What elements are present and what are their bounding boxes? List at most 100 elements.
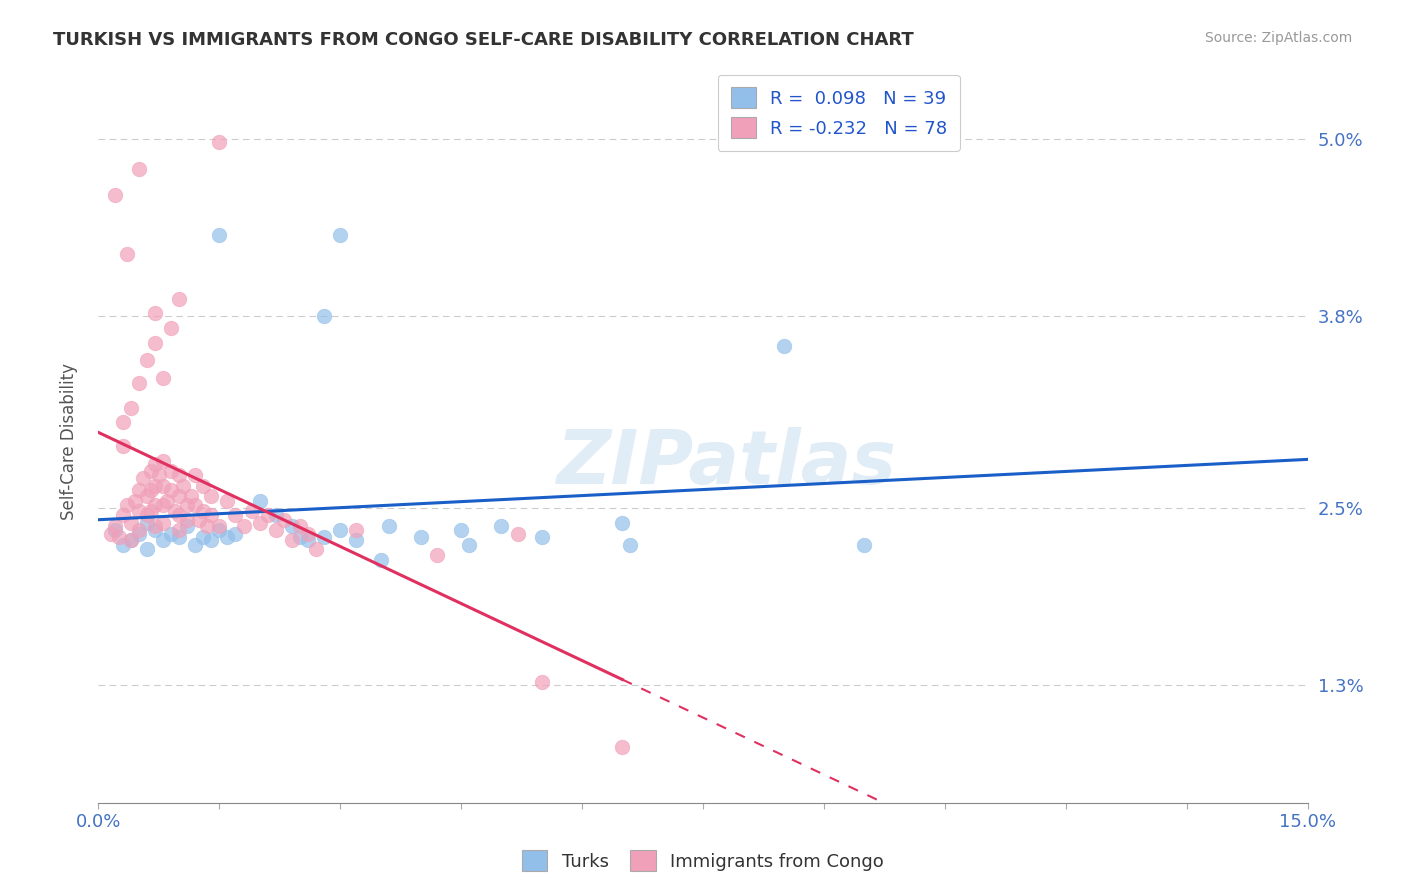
Point bbox=[152, 371, 174, 385]
Point bbox=[128, 527, 150, 541]
Point bbox=[329, 523, 352, 537]
Point bbox=[208, 228, 231, 243]
Point bbox=[160, 527, 183, 541]
Point bbox=[124, 493, 146, 508]
Point bbox=[135, 489, 157, 503]
Point bbox=[103, 518, 125, 533]
Point bbox=[152, 453, 174, 467]
Point bbox=[208, 135, 231, 149]
Point bbox=[232, 518, 254, 533]
Point bbox=[115, 498, 138, 512]
Point bbox=[111, 508, 134, 523]
Point bbox=[264, 508, 287, 523]
Point bbox=[103, 523, 125, 537]
Point bbox=[193, 504, 215, 518]
Point bbox=[217, 530, 239, 544]
Point bbox=[143, 518, 166, 533]
Point bbox=[139, 464, 162, 478]
Point bbox=[314, 530, 336, 544]
Point bbox=[111, 538, 134, 552]
Point bbox=[128, 483, 150, 498]
Point bbox=[143, 479, 166, 493]
Point bbox=[200, 533, 222, 548]
Point bbox=[156, 493, 179, 508]
Point bbox=[139, 504, 162, 518]
Point bbox=[128, 523, 150, 537]
Legend: Turks, Immigrants from Congo: Turks, Immigrants from Congo bbox=[515, 843, 891, 879]
Point bbox=[772, 339, 794, 353]
Point bbox=[193, 530, 215, 544]
Point bbox=[288, 530, 311, 544]
Point bbox=[160, 464, 183, 478]
Point bbox=[224, 527, 246, 541]
Point bbox=[135, 353, 157, 368]
Point bbox=[167, 508, 190, 523]
Point bbox=[184, 468, 207, 483]
Point bbox=[305, 542, 328, 557]
Point bbox=[612, 516, 634, 530]
Point bbox=[329, 228, 352, 243]
Point bbox=[160, 483, 183, 498]
Point bbox=[135, 542, 157, 557]
Point bbox=[370, 552, 392, 566]
Point bbox=[193, 479, 215, 493]
Point bbox=[111, 439, 134, 453]
Point bbox=[853, 538, 876, 552]
Point bbox=[264, 523, 287, 537]
Point bbox=[143, 306, 166, 320]
Point bbox=[120, 516, 142, 530]
Point bbox=[143, 498, 166, 512]
Point bbox=[152, 498, 174, 512]
Point bbox=[100, 527, 122, 541]
Point bbox=[619, 538, 641, 552]
Point bbox=[132, 471, 155, 485]
Point bbox=[458, 538, 481, 552]
Point bbox=[297, 533, 319, 548]
Point bbox=[160, 321, 183, 335]
Point bbox=[314, 309, 336, 323]
Point bbox=[120, 533, 142, 548]
Point bbox=[409, 530, 432, 544]
Point bbox=[163, 504, 186, 518]
Point bbox=[224, 508, 246, 523]
Point bbox=[128, 504, 150, 518]
Point bbox=[612, 739, 634, 754]
Point bbox=[344, 533, 367, 548]
Point bbox=[200, 508, 222, 523]
Point bbox=[135, 508, 157, 523]
Point bbox=[297, 527, 319, 541]
Point bbox=[167, 489, 190, 503]
Point bbox=[344, 523, 367, 537]
Point bbox=[426, 548, 449, 562]
Point bbox=[152, 516, 174, 530]
Point bbox=[111, 416, 134, 430]
Point bbox=[167, 530, 190, 544]
Point bbox=[273, 513, 295, 527]
Legend: R =  0.098   N = 39, R = -0.232   N = 78: R = 0.098 N = 39, R = -0.232 N = 78 bbox=[718, 75, 960, 151]
Point bbox=[176, 498, 198, 512]
Point bbox=[180, 489, 202, 503]
Point bbox=[148, 468, 170, 483]
Point bbox=[530, 530, 553, 544]
Point bbox=[240, 504, 263, 518]
Point bbox=[530, 674, 553, 689]
Point bbox=[152, 479, 174, 493]
Point bbox=[249, 493, 271, 508]
Point bbox=[491, 518, 513, 533]
Point bbox=[200, 489, 222, 503]
Point bbox=[139, 483, 162, 498]
Point bbox=[143, 523, 166, 537]
Point bbox=[135, 516, 157, 530]
Point bbox=[256, 508, 278, 523]
Text: ZIPatlas: ZIPatlas bbox=[557, 426, 897, 500]
Point bbox=[143, 457, 166, 471]
Point bbox=[176, 513, 198, 527]
Point bbox=[172, 479, 194, 493]
Point bbox=[450, 523, 472, 537]
Point bbox=[184, 498, 207, 512]
Point bbox=[208, 518, 231, 533]
Point bbox=[176, 518, 198, 533]
Point bbox=[506, 527, 529, 541]
Point bbox=[184, 538, 207, 552]
Text: TURKISH VS IMMIGRANTS FROM CONGO SELF-CARE DISABILITY CORRELATION CHART: TURKISH VS IMMIGRANTS FROM CONGO SELF-CA… bbox=[53, 31, 914, 49]
